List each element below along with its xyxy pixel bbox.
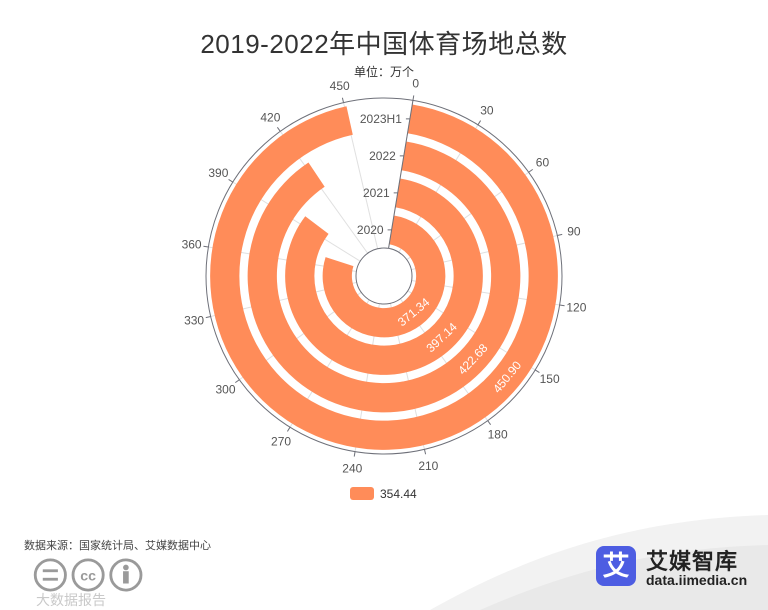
angle-tick bbox=[276, 126, 281, 132]
watermark: 大数据报告 bbox=[36, 592, 106, 608]
legend-label[interactable]: 354.44 bbox=[380, 487, 417, 501]
angle-tick bbox=[534, 369, 540, 374]
angle-tick bbox=[234, 379, 240, 384]
angle-tick bbox=[557, 233, 563, 237]
angle-tick-label: 390 bbox=[208, 166, 228, 180]
angle-tick-label: 270 bbox=[271, 435, 291, 449]
category-label: 2023H1 bbox=[360, 112, 402, 126]
angle-tick-label: 60 bbox=[536, 155, 550, 169]
cc-icon: cc bbox=[71, 558, 105, 592]
brand-name: 艾媒智库 bbox=[646, 549, 739, 574]
chart-title: 2019-2022年中国体育场地总数 bbox=[200, 29, 568, 59]
angle-tick-label: 360 bbox=[182, 237, 202, 251]
angle-tick-label: 150 bbox=[540, 372, 560, 386]
angle-tick bbox=[341, 97, 345, 103]
angle-tick-label: 240 bbox=[342, 461, 362, 475]
angle-tick bbox=[353, 451, 356, 457]
angle-tick bbox=[203, 245, 209, 248]
angle-tick bbox=[286, 426, 291, 432]
svg-text:cc: cc bbox=[80, 569, 96, 585]
angle-tick bbox=[477, 120, 482, 126]
angle-tick bbox=[559, 304, 565, 307]
angle-tick-label: 300 bbox=[216, 383, 236, 397]
angle-tick bbox=[423, 449, 427, 455]
legend-swatch[interactable] bbox=[350, 487, 374, 500]
angle-tick-label: 450 bbox=[330, 79, 350, 93]
angle-tick bbox=[528, 168, 534, 173]
category-label: 2022 bbox=[369, 149, 396, 163]
person-icon bbox=[109, 558, 143, 592]
angle-tick-label: 0 bbox=[412, 77, 419, 91]
angle-tick-label: 90 bbox=[567, 225, 581, 239]
angle-tick-label: 420 bbox=[260, 111, 280, 125]
angle-tick bbox=[228, 178, 234, 183]
angle-tick-label: 330 bbox=[184, 313, 204, 327]
brand-url: data.iimedia.cn bbox=[646, 572, 748, 588]
chart-subtitle: 单位：万个 bbox=[353, 65, 414, 79]
angle-tick-label: 120 bbox=[566, 301, 586, 315]
category-label: 2021 bbox=[363, 186, 390, 200]
source-note: 数据来源：国家统计局、艾媒数据中心 bbox=[24, 540, 211, 552]
angle-tick-label: 30 bbox=[480, 103, 494, 117]
license-icons: cc bbox=[33, 558, 143, 592]
category-label: 2020 bbox=[357, 223, 384, 237]
radius-axis-line bbox=[388, 100, 414, 249]
brand-logo: 艾 bbox=[596, 546, 636, 586]
angle-tick-label: 180 bbox=[488, 427, 508, 441]
equals-icon bbox=[33, 558, 67, 592]
angle-tick bbox=[487, 420, 492, 426]
angle-axis-line bbox=[205, 97, 563, 455]
angle-tick bbox=[412, 95, 415, 101]
radius-axis-inner bbox=[355, 247, 413, 305]
angle-tick-label: 210 bbox=[418, 459, 438, 473]
bar-2020[interactable] bbox=[322, 215, 446, 338]
bar-2021[interactable] bbox=[285, 178, 483, 375]
angle-tick bbox=[205, 315, 211, 319]
